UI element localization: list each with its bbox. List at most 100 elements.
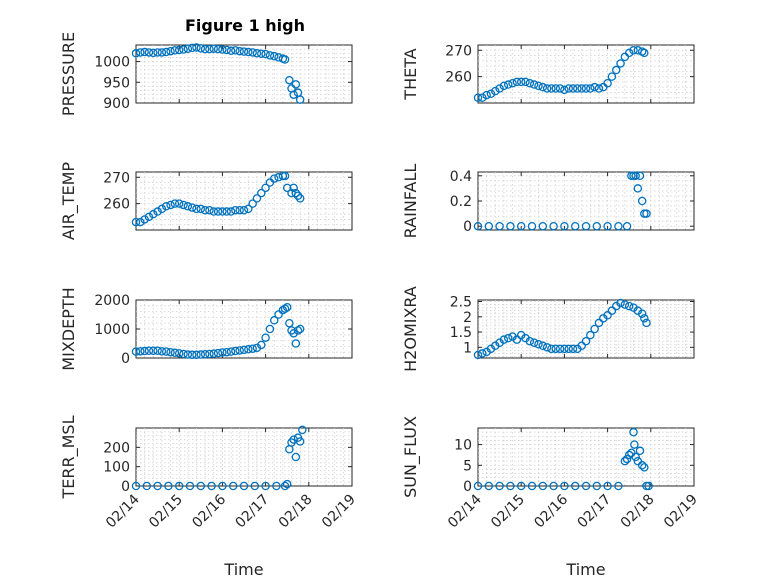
data-point [555, 84, 565, 93]
data-point [291, 339, 301, 348]
data-point [209, 207, 219, 216]
data-point [478, 349, 487, 358]
data-point [594, 84, 604, 93]
subplot-1: 900 950 1000 PRESSURE [59, 32, 353, 116]
data-point [506, 221, 515, 231]
data-point [508, 78, 517, 88]
data-point [136, 48, 145, 57]
data-point [538, 481, 548, 491]
x-tick-label: 02/17 [233, 492, 273, 532]
data-point [248, 48, 257, 57]
data-point [248, 344, 257, 353]
data-point [226, 46, 236, 56]
data-point [640, 48, 649, 58]
data-point [282, 183, 292, 193]
data-point [631, 171, 640, 181]
y-axis-label: H2OMIXRA [401, 286, 420, 372]
data-point [577, 84, 586, 93]
data-point [592, 221, 602, 231]
data-point [185, 481, 195, 491]
data-point [144, 212, 154, 222]
data-point [289, 90, 298, 99]
data-point [205, 44, 214, 54]
data-point [289, 183, 298, 193]
data-point [503, 80, 513, 89]
data-point [499, 81, 509, 91]
data-point [265, 51, 275, 60]
data-point [200, 44, 210, 54]
x-tick-label: 02/15 [146, 492, 186, 532]
data-point [153, 207, 162, 216]
y-axis-label: THETA [401, 48, 420, 100]
data-point [261, 49, 270, 59]
x-tick-label: 02/18 [618, 492, 658, 532]
data-point [573, 84, 582, 93]
y-tick-label: 10 [454, 438, 472, 454]
data-point [166, 200, 175, 210]
data-point [529, 338, 539, 347]
data-point [542, 84, 552, 93]
data-point [555, 344, 565, 354]
y-tick-label: 260 [445, 70, 472, 86]
data-point [614, 221, 623, 231]
data-point [166, 46, 175, 56]
data-point [622, 221, 632, 231]
data-point [484, 221, 494, 231]
data-point [525, 78, 535, 88]
data-point [629, 46, 638, 55]
data-point [140, 215, 149, 224]
data-point [560, 481, 569, 491]
data-point [153, 48, 162, 57]
data-point [630, 440, 639, 449]
data-point [131, 49, 141, 58]
data-point [239, 47, 249, 56]
data-point [568, 84, 578, 93]
data-point [140, 346, 149, 356]
data-point [136, 217, 145, 227]
data-point [560, 221, 569, 231]
data-point [642, 318, 651, 328]
data-point [205, 205, 214, 215]
data-point [534, 340, 543, 349]
data-point [174, 481, 184, 491]
data-point [603, 78, 612, 88]
data-point [235, 205, 244, 215]
y-tick-label: 1000 [94, 322, 130, 338]
data-point [644, 481, 653, 491]
y-tick-label: 2.5 [450, 295, 472, 311]
x-axis-label: Time [223, 560, 263, 579]
data-point [295, 324, 305, 334]
data-point [248, 199, 257, 208]
data-point [161, 47, 171, 57]
y-axis-label: TERR_MSL [59, 415, 79, 499]
data-point [239, 345, 249, 355]
subplot-5: 0 1000 2000 MIXDEPTH [59, 287, 353, 371]
data-point [512, 335, 522, 344]
data-point [624, 48, 634, 58]
y-tick-label: 0 [463, 479, 472, 495]
data-point [187, 203, 197, 212]
data-point [622, 454, 632, 464]
data-point [495, 221, 504, 231]
y-tick-label: 270 [103, 170, 130, 186]
data-point [560, 344, 569, 354]
data-point [482, 90, 491, 100]
data-point [516, 481, 526, 491]
data-point [560, 85, 569, 95]
data-point [590, 324, 599, 334]
y-tick-label: 2 [463, 310, 472, 326]
data-point [269, 316, 279, 325]
data-point [280, 304, 290, 313]
data-point [196, 350, 206, 359]
data-point [473, 93, 483, 102]
data-point [280, 55, 290, 64]
axes-box [477, 44, 695, 104]
data-point [183, 44, 193, 53]
data-point [594, 318, 604, 328]
y-tick-label: 1 [463, 340, 472, 356]
subplot-4: 0 0.2 0.4 RAINFALL [401, 164, 695, 238]
data-point [551, 84, 561, 93]
data-point [187, 43, 197, 53]
data-point [295, 95, 305, 104]
